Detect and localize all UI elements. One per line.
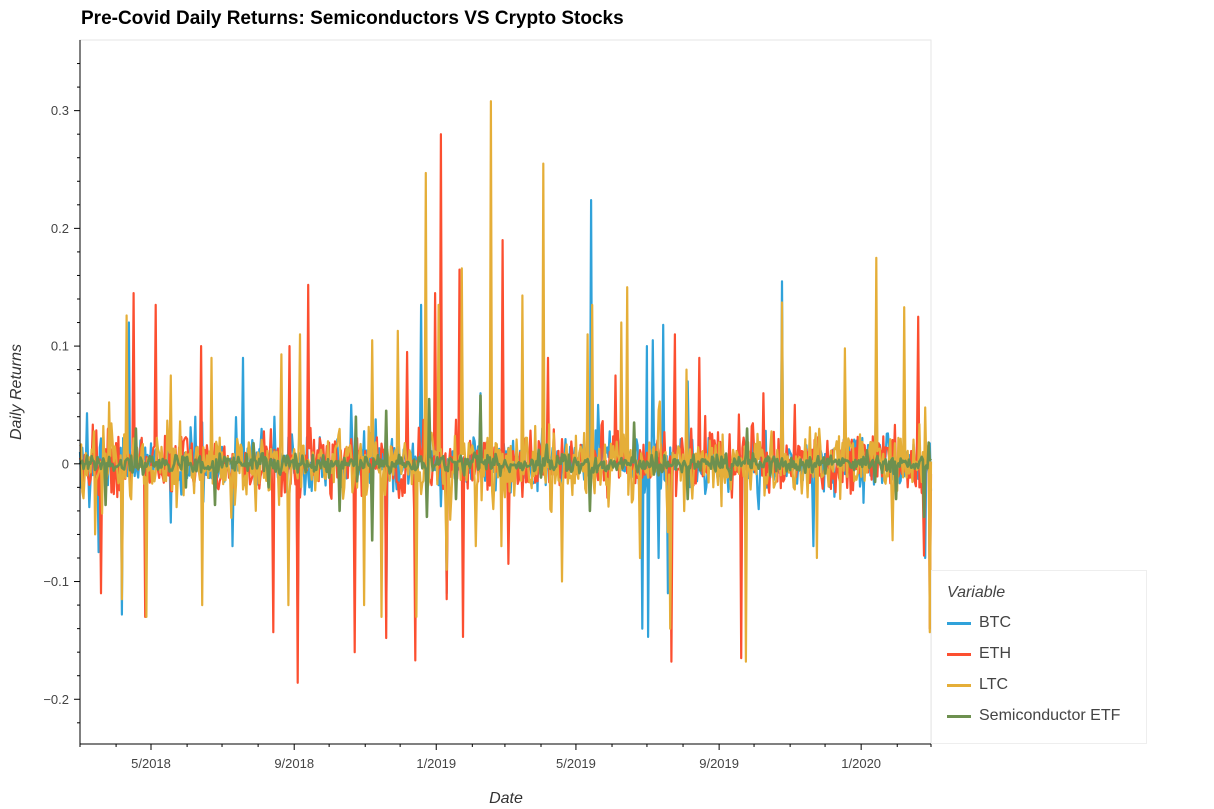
legend-label-eth: ETH — [979, 645, 1011, 662]
x-tick-label: 9/2019 — [699, 756, 739, 771]
series-lines — [78, 100, 933, 684]
legend-item-ltc[interactable]: LTC — [947, 674, 1008, 696]
series-line-ltc[interactable] — [79, 100, 933, 663]
legend-label-btc: BTC — [979, 614, 1011, 631]
x-tick-label: 1/2019 — [416, 756, 456, 771]
series-line-semiconductor-etf[interactable] — [78, 394, 933, 542]
x-tick-label: 9/2018 — [274, 756, 314, 771]
legend-item-eth[interactable]: ETH — [947, 643, 1011, 665]
y-tick-label: −0.1 — [43, 574, 69, 589]
y-tick-label: −0.2 — [43, 692, 69, 707]
legend-swatch-semiconductor-etf — [947, 714, 971, 718]
x-tick-label: 1/2020 — [841, 756, 881, 771]
x-axis-ticks: 5/2018 9/2018 1/2019 5/2019 9/2019 1/2020 — [79, 744, 932, 771]
series-line-btc[interactable] — [78, 199, 933, 638]
x-tick-label: 5/2018 — [131, 756, 171, 771]
legend-swatch-btc — [947, 621, 971, 625]
y-axis-title: Daily Returns — [8, 344, 25, 440]
y-tick-label: 0.2 — [51, 221, 69, 236]
legend-label-ltc: LTC — [979, 676, 1009, 693]
y-tick-label: 0 — [62, 456, 69, 471]
legend-item-btc[interactable]: BTC — [947, 612, 1011, 634]
x-tick-label: 5/2019 — [556, 756, 596, 771]
legend-label-semiconductor-etf: Semiconductor ETF — [979, 707, 1121, 724]
legend: Variable BTC ETH LTC Semiconductor ETF — [931, 570, 1147, 744]
x-axis-title: Date — [489, 790, 523, 807]
chart-title: Pre-Covid Daily Returns: Semiconductors … — [81, 8, 624, 29]
legend-swatch-eth — [947, 652, 971, 656]
legend-title: Variable — [947, 584, 1006, 601]
y-axis-ticks: −0.2 −0.1 0 0.1 0.2 0.3 — [43, 63, 80, 724]
plot-frame — [79, 39, 932, 745]
series-line-eth[interactable] — [78, 133, 933, 684]
y-tick-label: 0.1 — [51, 339, 69, 354]
y-tick-label: 0.3 — [51, 103, 69, 118]
legend-item-semiconductor-etf[interactable]: Semiconductor ETF — [947, 705, 1120, 727]
legend-swatch-ltc — [947, 683, 971, 687]
